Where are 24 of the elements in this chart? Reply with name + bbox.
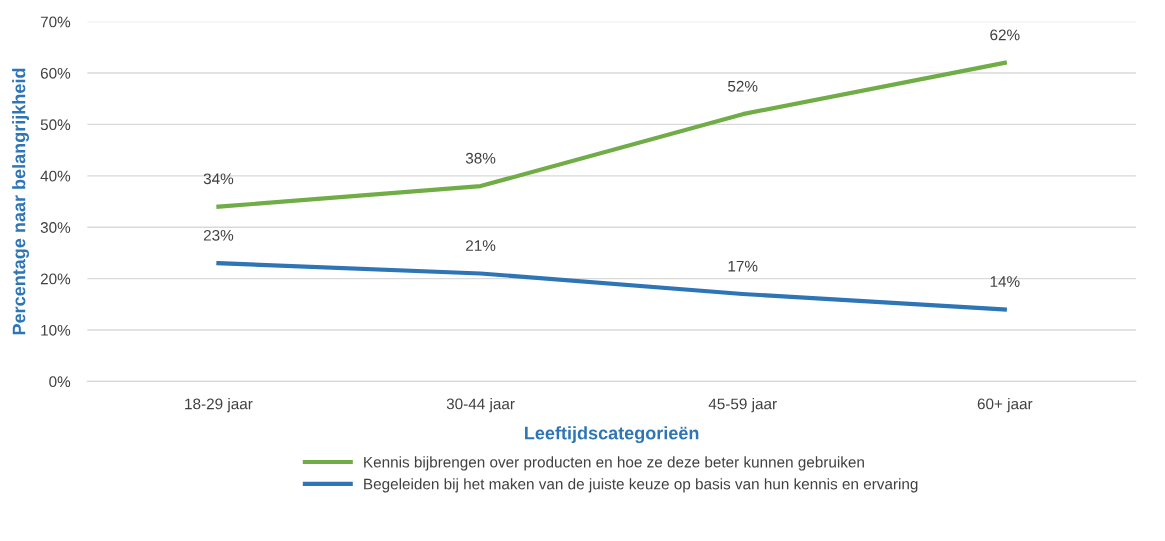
y-tick-label: 30%: [40, 222, 71, 233]
data-label: 52%: [728, 80, 758, 92]
legend-label: Begeleiden bij het maken van de juiste keuze op basis van hun kennis en ervaring: [364, 478, 918, 493]
y-tick-label: 10%: [41, 324, 71, 336]
x-tick-label: 60+ jaar: [977, 398, 1033, 413]
data-label: 62%: [990, 29, 1020, 41]
data-label: 23%: [203, 229, 234, 241]
data-label: 14%: [990, 276, 1020, 287]
x-axis-title: Leeftijdscategorieën: [525, 426, 699, 444]
x-tick-label: 30-44 jaar: [446, 398, 515, 413]
legend-label: Kennis bijbrengen over producten en hoe ze deze beter kunnen gebruiken: [364, 456, 864, 471]
y-tick-label: 20%: [40, 273, 71, 285]
y-tick-label: 0%: [49, 376, 71, 388]
data-label: 21%: [466, 240, 496, 251]
x-tick-label: 45-59 jaar: [708, 398, 777, 413]
y-tick-label: 60%: [40, 67, 71, 79]
y-tick-label: 40%: [40, 170, 71, 182]
y-tick-label: 70%: [40, 16, 71, 28]
data-label: 17%: [728, 260, 758, 272]
data-label: 38%: [465, 152, 496, 164]
y-axis-title: Percentage naar belangrijkheid: [12, 68, 30, 335]
data-label: 34%: [203, 173, 234, 185]
y-tick-label: 50%: [40, 119, 71, 131]
x-tick-label: 18-29 jaar: [185, 398, 253, 413]
